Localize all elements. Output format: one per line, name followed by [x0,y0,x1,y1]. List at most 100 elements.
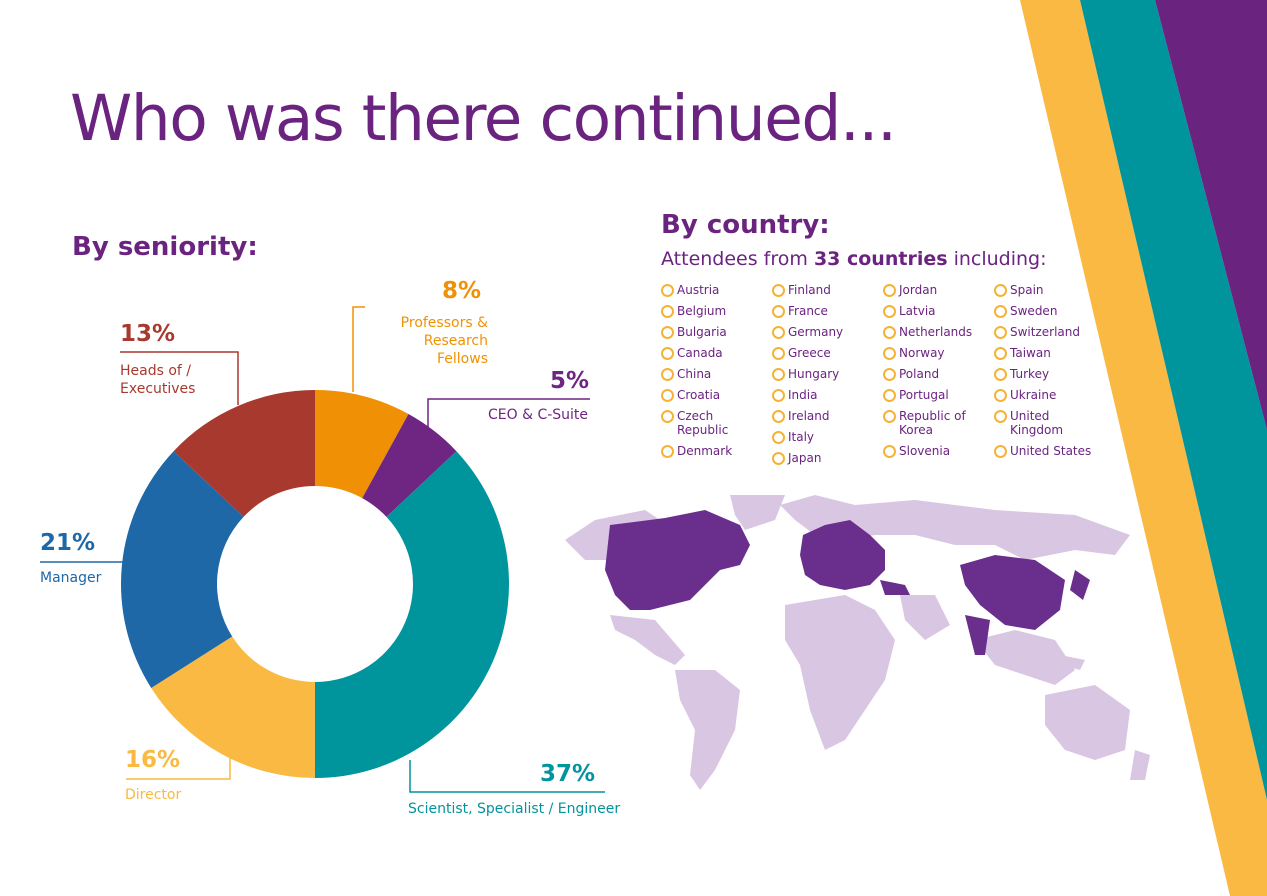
label-pct-heads: 13% [120,321,176,347]
country-name: Croatia [677,388,721,402]
country-name: United Kingdom [1010,409,1064,437]
seniority-heading: By seniority: [72,232,258,262]
country-name: India [788,388,818,402]
country-bullet-icon [772,347,785,360]
country-name: France [788,304,828,318]
leader-line-1 [427,398,590,428]
country-name: Taiwan [1010,346,1051,360]
label-cat-heads: Heads of / Executives [120,362,200,398]
country-bullet-icon [772,368,785,381]
country-name: Latvia [899,304,936,318]
leader-line-3 [126,752,231,780]
country-bullet-icon [994,305,1007,318]
country-bullet-icon [661,284,674,297]
country-heading: By country: [661,210,830,240]
label-cat-ceo: CEO & C-Suite [488,407,589,423]
subtitle-post: including: [947,248,1047,270]
country-name: Republic of Korea [899,409,966,437]
label-cat-heads-text: Heads of / Executives [120,363,196,397]
country-bullet-icon [994,410,1007,423]
country-bullet-icon [994,326,1007,339]
country-bullet-icon [661,389,674,402]
country-name: Ukraine [1010,388,1057,402]
label-cat-director: Director [125,787,182,803]
country-bullet-icon [661,445,674,458]
country-bullet-icon [994,389,1007,402]
donut-slice-4 [120,451,244,688]
country-name: Czech Republic [677,409,729,437]
country-name: Slovenia [899,444,951,458]
country-name: Ireland [788,409,830,423]
label-cat-professors-text: Professors & Research Fellows [400,315,488,367]
map-land-highlighted [605,510,1090,655]
country-name: Finland [788,283,831,297]
leader-line-2 [409,760,605,793]
country-bullet-icon [883,347,896,360]
country-bullet-icon [772,284,785,297]
country-name: Italy [788,430,815,444]
country-name: Switzerland [1010,325,1080,339]
country-bullet-icon [883,305,896,318]
country-bullet-icon [661,410,674,423]
country-name: Portugal [899,388,949,402]
country-bullet-icon [994,445,1007,458]
label-pct-professors: 8% [442,278,482,304]
world-map [565,495,1150,790]
country-name: Sweden [1010,304,1058,318]
donut-slice-2 [315,451,509,778]
subtitle-pre: Attendees from [661,248,814,270]
donut-slice-3 [151,636,315,778]
country-name: Bulgaria [677,325,727,339]
country-name: Poland [899,367,940,381]
donut-slice-1 [362,413,457,517]
country-bullet-icon [661,347,674,360]
purple-stripe [1155,0,1267,430]
country-name: United States [1010,444,1092,458]
donut-slice-0 [315,390,409,499]
country-name: Greece [788,346,831,360]
country-bullet-icon [772,431,785,444]
country-bullet-icon [994,284,1007,297]
label-cat-scientist: Scientist, Specialist / Engineer [408,801,621,817]
country-bullet-icon [883,445,896,458]
country-list: Austria Belgium Bulgaria Canada China Croatia… [661,283,1111,473]
country-bullet-icon [772,452,785,465]
country-bullet-icon [772,389,785,402]
country-name: Norway [899,346,945,360]
country-bullet-icon [883,389,896,402]
leader-line-5 [120,351,239,405]
country-bullet-icon [994,347,1007,360]
leader-line-0 [352,306,365,392]
country-bullet-icon [883,284,896,297]
country-name: Turkey [1010,367,1050,381]
country-name: Netherlands [899,325,973,339]
country-bullet-icon [772,326,785,339]
label-pct-director: 16% [125,747,181,773]
country-name: Denmark [677,444,733,458]
label-pct-manager: 21% [40,530,96,556]
subtitle-count: 33 countries [813,248,948,270]
map-land-light [565,495,1150,790]
country-bullet-icon [661,368,674,381]
country-bullet-icon [883,368,896,381]
page-title: Who was there continued... [70,82,897,155]
country-name: China [677,367,712,381]
yellow-stripe [1020,0,1267,896]
country-subtitle: Attendees from 33 countries including: [661,248,1047,270]
country-bullet-icon [661,305,674,318]
label-pct-ceo: 5% [550,368,590,394]
country-name: Belgium [677,304,727,318]
country-bullet-icon [772,410,785,423]
country-name: Austria [677,283,720,297]
donut-slice-5 [173,390,315,517]
country-bullet-icon [883,326,896,339]
label-cat-manager: Manager [40,570,102,586]
country-name: Germany [788,325,844,339]
country-name: Japan [788,451,822,465]
country-bullet-icon [661,326,674,339]
country-bullet-icon [883,410,896,423]
country-name: Hungary [788,367,840,381]
country-bullet-icon [994,368,1007,381]
